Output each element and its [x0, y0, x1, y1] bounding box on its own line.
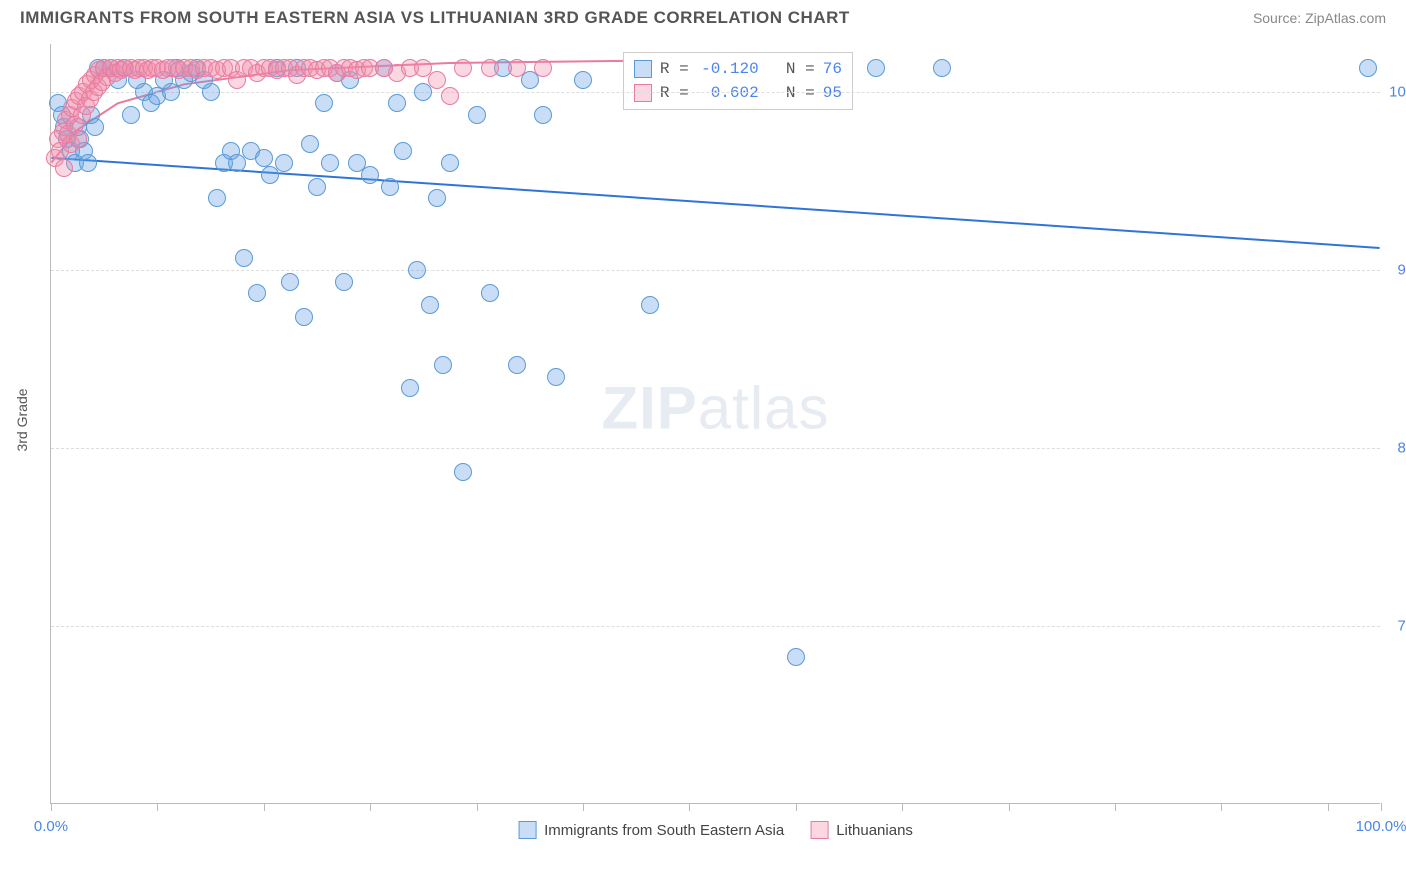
data-point — [421, 296, 439, 314]
data-point — [508, 59, 526, 77]
chart-title: IMMIGRANTS FROM SOUTH EASTERN ASIA VS LI… — [20, 8, 850, 28]
data-point — [428, 71, 446, 89]
data-point — [408, 261, 426, 279]
data-point — [281, 273, 299, 291]
gridline — [51, 626, 1380, 627]
x-tick — [264, 803, 265, 811]
data-point — [295, 308, 313, 326]
data-point — [441, 87, 459, 105]
title-bar: IMMIGRANTS FROM SOUTH EASTERN ASIA VS LI… — [0, 0, 1406, 32]
data-point — [933, 59, 951, 77]
x-tick — [1328, 803, 1329, 811]
x-tick — [477, 803, 478, 811]
data-point — [361, 166, 379, 184]
data-point — [208, 189, 226, 207]
scatter-plot: ZIPatlas R = -0.120 N = 76R = 0.602 N = … — [50, 44, 1380, 804]
data-point — [641, 296, 659, 314]
x-tick — [1381, 803, 1382, 811]
y-tick-label: 77.5% — [1397, 617, 1406, 634]
data-point — [202, 83, 220, 101]
x-tick — [1221, 803, 1222, 811]
data-point — [122, 106, 140, 124]
trend-line — [51, 158, 1379, 248]
x-tick — [1115, 803, 1116, 811]
data-point — [301, 135, 319, 153]
x-tick-label: 0.0% — [34, 818, 68, 835]
data-point — [428, 189, 446, 207]
data-point — [468, 106, 486, 124]
legend-label: Immigrants from South Eastern Asia — [544, 822, 784, 839]
x-tick-label: 100.0% — [1356, 818, 1406, 835]
legend-item: Immigrants from South Eastern Asia — [518, 821, 784, 839]
data-point — [55, 159, 73, 177]
legend-label: Lithuanians — [836, 822, 913, 839]
x-tick — [1009, 803, 1010, 811]
legend-swatch — [634, 60, 652, 78]
x-tick — [370, 803, 371, 811]
data-point — [394, 142, 412, 160]
y-axis-label: 3rd Grade — [14, 388, 30, 451]
y-tick-label: 85.0% — [1397, 439, 1406, 456]
data-point — [235, 249, 253, 267]
data-point — [401, 379, 419, 397]
data-point — [275, 154, 293, 172]
data-point — [255, 149, 273, 167]
data-point — [79, 154, 97, 172]
data-point — [574, 71, 592, 89]
gridline — [51, 448, 1380, 449]
data-point — [867, 59, 885, 77]
data-point — [508, 356, 526, 374]
legend-item: Lithuanians — [810, 821, 913, 839]
gridline — [51, 270, 1380, 271]
legend-stat-row: R = -0.120 N = 76 — [634, 57, 842, 81]
x-tick — [689, 803, 690, 811]
data-point — [454, 463, 472, 481]
y-tick-label: 100.0% — [1389, 83, 1406, 100]
y-tick-label: 92.5% — [1397, 261, 1406, 278]
data-point — [381, 178, 399, 196]
data-point — [454, 59, 472, 77]
watermark: ZIPatlas — [601, 374, 829, 443]
data-point — [308, 178, 326, 196]
source-label: Source: ZipAtlas.com — [1253, 10, 1386, 26]
data-point — [434, 356, 452, 374]
x-tick — [51, 803, 52, 811]
data-point — [441, 154, 459, 172]
gridline — [51, 92, 1380, 93]
legend-swatch — [634, 84, 652, 102]
x-tick — [157, 803, 158, 811]
data-point — [481, 284, 499, 302]
data-point — [547, 368, 565, 386]
data-point — [534, 59, 552, 77]
data-point — [335, 273, 353, 291]
data-point — [787, 648, 805, 666]
legend-stat-row: R = 0.602 N = 95 — [634, 81, 842, 105]
data-point — [321, 154, 339, 172]
data-point — [534, 106, 552, 124]
legend-swatch — [810, 821, 828, 839]
x-tick — [796, 803, 797, 811]
legend-stats: R = -0.120 N = 76R = 0.602 N = 95 — [623, 52, 853, 110]
data-point — [315, 94, 333, 112]
data-point — [69, 130, 87, 148]
x-tick — [902, 803, 903, 811]
data-point — [248, 284, 266, 302]
x-tick — [583, 803, 584, 811]
legend-swatch — [518, 821, 536, 839]
data-point — [1359, 59, 1377, 77]
legend-bottom: Immigrants from South Eastern Asia Lithua… — [518, 821, 913, 839]
data-point — [388, 94, 406, 112]
data-point — [481, 59, 499, 77]
